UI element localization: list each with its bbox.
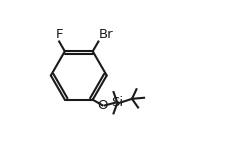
Text: O: O (97, 99, 108, 112)
Text: Br: Br (99, 28, 114, 41)
Text: F: F (55, 28, 63, 41)
Text: Si: Si (111, 96, 123, 109)
